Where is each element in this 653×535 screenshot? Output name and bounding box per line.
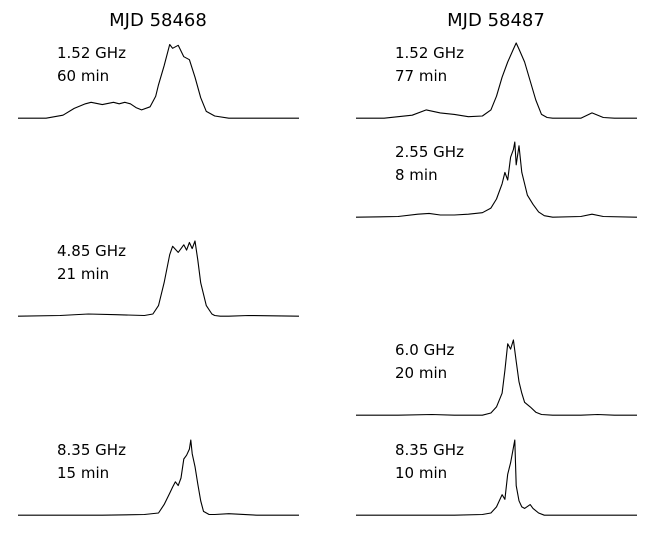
duration-label: 20 min	[395, 364, 447, 382]
duration-label: 10 min	[395, 464, 447, 482]
profile-line	[18, 439, 299, 516]
frequency-label: 8.35 GHz	[57, 441, 126, 459]
duration-label: 60 min	[57, 67, 109, 85]
duration-label: 21 min	[57, 265, 109, 283]
profile-line	[356, 339, 637, 416]
duration-label: 8 min	[395, 166, 438, 184]
profile-line	[18, 43, 299, 119]
profile-line	[355, 141, 638, 218]
frequency-label: 6.0 GHz	[395, 341, 455, 359]
duration-label: 77 min	[395, 67, 447, 85]
frequency-label: 8.35 GHz	[395, 441, 464, 459]
frequency-label: 4.85 GHz	[57, 242, 126, 260]
duration-label: 15 min	[57, 464, 109, 482]
column-title-mjd-58468: MJD 58468	[109, 10, 207, 31]
profile-line	[356, 42, 637, 119]
frequency-label: 1.52 GHz	[395, 44, 464, 62]
profile-panels: 1.52 GHz 60 min 4.85 GHz 21 min 8.35 GHz 15 m…	[17, 42, 638, 516]
profile-line	[17, 240, 300, 317]
column-title-mjd-58487: MJD 58487	[447, 10, 545, 31]
frequency-label: 2.55 GHz	[395, 143, 464, 161]
profile-line	[356, 439, 637, 516]
frequency-label: 1.52 GHz	[57, 44, 126, 62]
